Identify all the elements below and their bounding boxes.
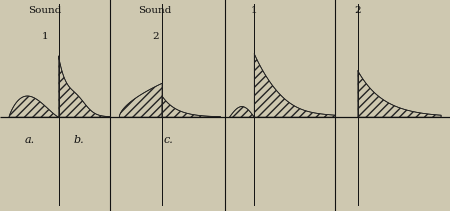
- Text: Sound: Sound: [139, 6, 172, 15]
- Text: b.: b.: [73, 135, 84, 145]
- Text: 1: 1: [251, 6, 257, 15]
- Text: a.: a.: [24, 135, 34, 145]
- Text: 1: 1: [42, 32, 48, 41]
- Text: c.: c.: [164, 135, 174, 145]
- Text: 2: 2: [152, 32, 158, 41]
- Text: 2: 2: [355, 6, 361, 15]
- Text: Sound: Sound: [28, 6, 62, 15]
